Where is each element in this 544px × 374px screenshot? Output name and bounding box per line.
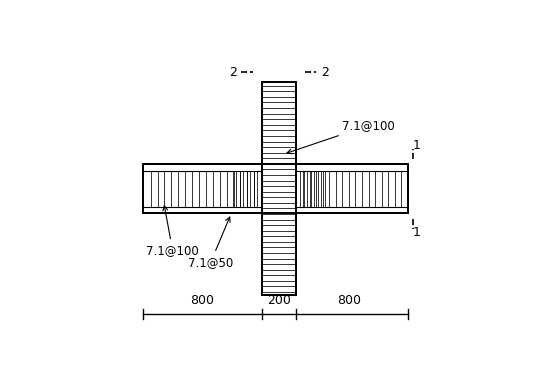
Text: 800: 800 <box>190 294 214 307</box>
Text: 7.1@50: 7.1@50 <box>188 217 233 269</box>
Bar <box>262 82 296 295</box>
Bar <box>144 165 409 213</box>
Text: 2: 2 <box>229 66 237 79</box>
Text: 1: 1 <box>413 226 421 239</box>
Text: 2: 2 <box>321 66 329 79</box>
Bar <box>144 165 409 213</box>
Text: 200: 200 <box>267 294 290 307</box>
Text: 1: 1 <box>413 139 421 152</box>
Text: 7.1@100: 7.1@100 <box>287 119 395 154</box>
Bar <box>262 82 296 295</box>
Bar <box>262 82 296 295</box>
Text: 800: 800 <box>337 294 361 307</box>
Text: 7.1@100: 7.1@100 <box>146 206 199 257</box>
